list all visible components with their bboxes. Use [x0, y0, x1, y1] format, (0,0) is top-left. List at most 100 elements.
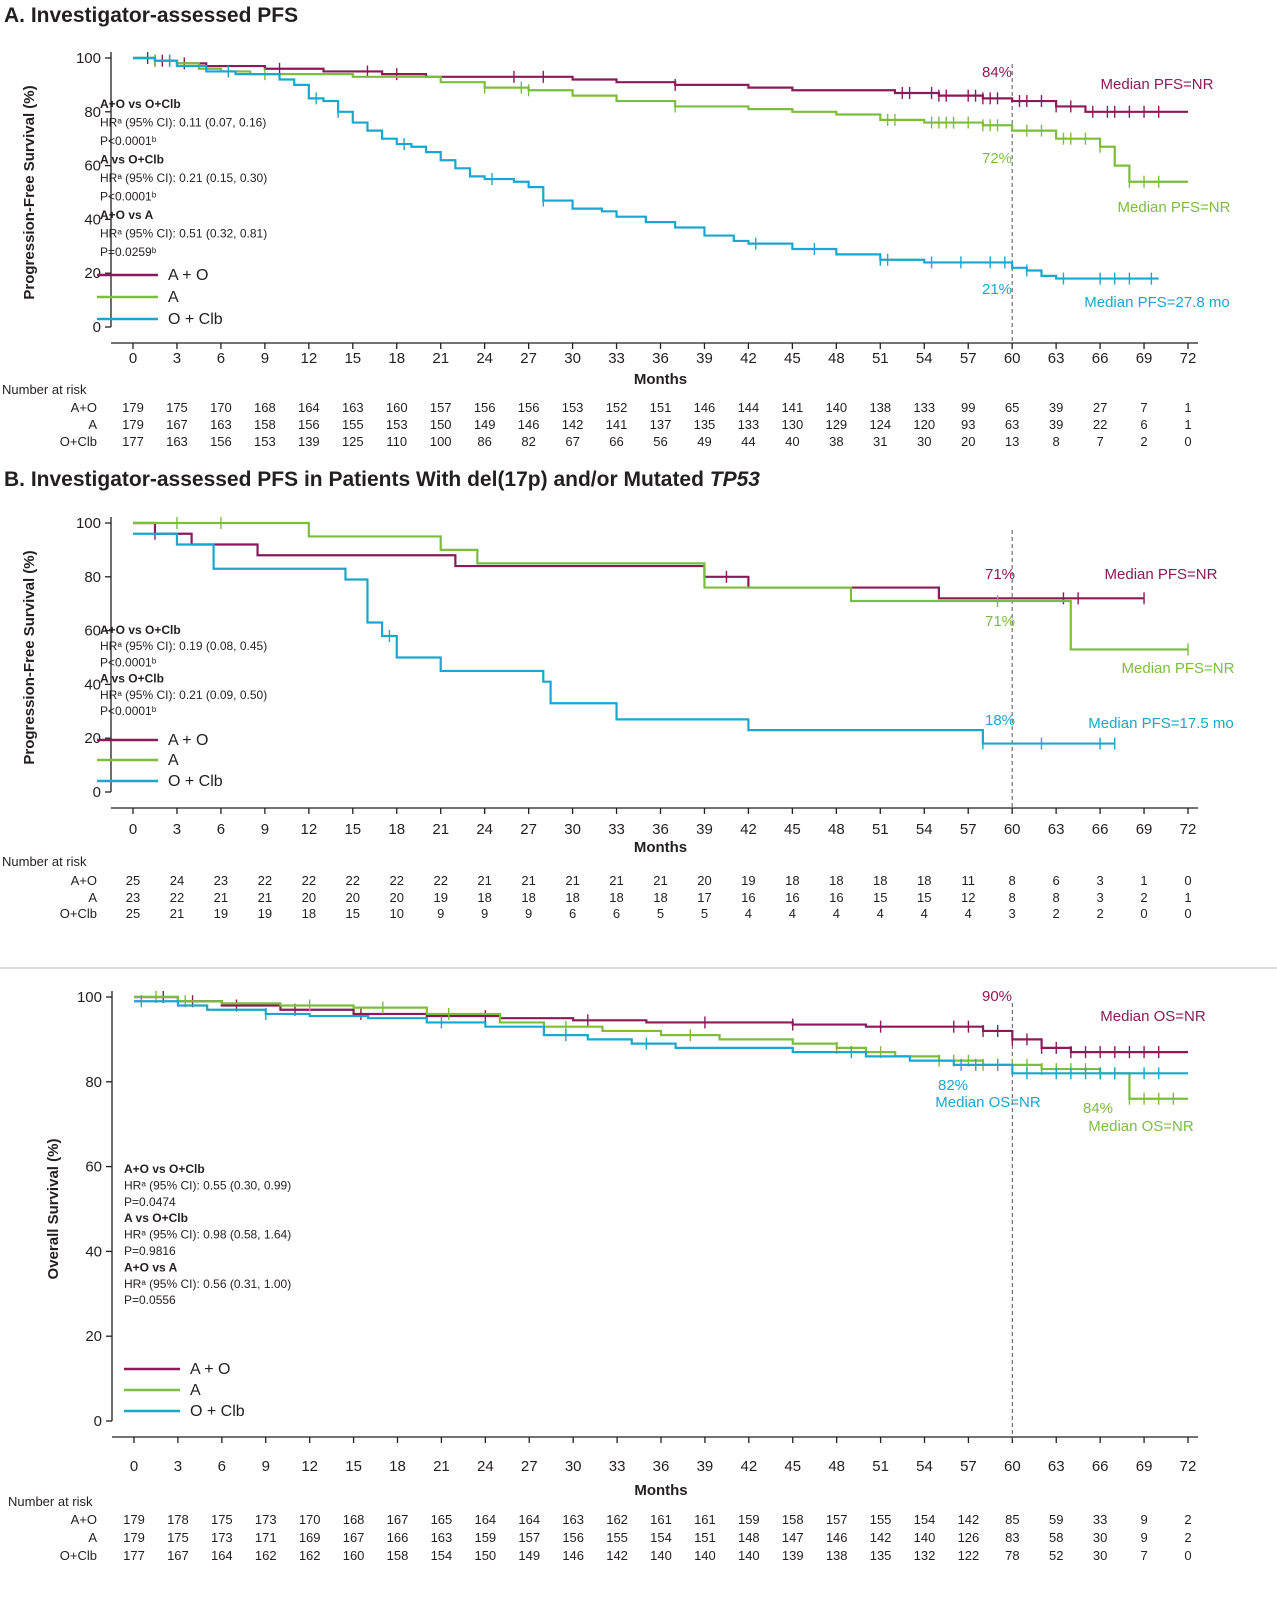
landmark-label-A: 72%: [982, 150, 1012, 167]
risk-cell: 150: [474, 1548, 496, 1563]
risk-cell: 78: [1005, 1548, 1019, 1563]
y-tick-label: 20: [84, 265, 101, 282]
km-curve-AO: [133, 56, 1188, 113]
risk-cell: 0: [1140, 906, 1147, 921]
x-tick-label: 33: [608, 350, 625, 367]
stat-value: P=0.0556: [124, 1293, 176, 1307]
risk-cell: 15: [917, 890, 931, 905]
risk-cell: 163: [210, 417, 232, 432]
risk-cell: 178: [167, 1512, 189, 1527]
risk-cell: 25: [126, 873, 140, 888]
x-tick-label: 42: [740, 821, 757, 838]
risk-cell: 2: [1140, 890, 1147, 905]
risk-cell: 3: [1009, 906, 1016, 921]
risk-cell: 153: [386, 417, 408, 432]
risk-cell: 137: [650, 417, 672, 432]
stat-value: P<0.0001ᵇ: [100, 655, 157, 669]
risk-cell: 22: [170, 890, 184, 905]
risk-cell: 52: [1049, 1548, 1063, 1563]
risk-cell: 3: [1096, 890, 1103, 905]
risk-cell: 22: [433, 873, 447, 888]
risk-cell: 13: [1005, 434, 1019, 449]
risk-cell: 3: [1096, 873, 1103, 888]
y-axis-label: Progression-Free Survival (%): [21, 85, 38, 299]
risk-cell: 157: [826, 1512, 848, 1527]
risk-cell: 135: [870, 1548, 892, 1563]
risk-cell: 20: [346, 890, 360, 905]
risk-cell: 154: [431, 1548, 453, 1563]
y-tick-label: 0: [94, 1413, 102, 1430]
risk-cell: 151: [650, 400, 672, 415]
x-tick-label: 66: [1092, 350, 1109, 367]
x-tick-label: 12: [300, 350, 317, 367]
y-tick-label: 80: [84, 104, 101, 121]
x-tick-label: 66: [1092, 1458, 1109, 1475]
risk-cell: 1: [1184, 417, 1191, 432]
risk-cell: 167: [387, 1512, 409, 1527]
risk-cell: 15: [346, 906, 360, 921]
risk-cell: 9: [1140, 1530, 1147, 1545]
risk-cell: 21: [170, 906, 184, 921]
risk-cell: 164: [211, 1548, 233, 1563]
risk-cell: 163: [562, 1512, 584, 1527]
landmark-label-OClb: 18%: [985, 712, 1015, 729]
stat-value: P<0.0001ᵇ: [100, 704, 157, 718]
risk-cell: 0: [1184, 906, 1191, 921]
risk-cell: 44: [741, 434, 755, 449]
risk-cell: 177: [122, 434, 144, 449]
y-tick-label: 60: [84, 623, 101, 640]
x-tick-label: 0: [129, 350, 137, 367]
km-curve-AO: [133, 521, 1145, 600]
risk-cell: 0: [1184, 1548, 1191, 1563]
km-curve-OClb: [133, 56, 1159, 280]
landmark-label-AO: 90%: [982, 988, 1012, 1005]
risk-cell: 165: [431, 1512, 453, 1527]
risk-cell: 141: [606, 417, 628, 432]
x-tick-label: 36: [652, 821, 669, 838]
risk-cell: 126: [958, 1530, 980, 1545]
risk-cell: 110: [386, 434, 407, 449]
risk-cell: 146: [562, 1548, 584, 1563]
y-tick-label: 100: [76, 50, 101, 67]
risk-cell: 133: [738, 417, 760, 432]
y-tick-label: 40: [84, 676, 101, 693]
legend-label-A: A: [168, 752, 179, 769]
risk-cell: 142: [606, 1548, 628, 1563]
risk-cell: 20: [302, 890, 316, 905]
x-tick-label: 54: [916, 350, 933, 367]
risk-cell: 21: [653, 873, 667, 888]
risk-cell: 5: [657, 906, 664, 921]
risk-cell: 6: [1140, 417, 1147, 432]
risk-cell: 159: [738, 1512, 760, 1527]
risk-cell: 10: [390, 906, 404, 921]
panel-title: B. Investigator-assessed PFS in Patients…: [4, 468, 760, 491]
risk-cell: 125: [342, 434, 364, 449]
risk-cell: 6: [569, 906, 576, 921]
x-tick-label: 66: [1092, 821, 1109, 838]
stat-comparison: A+O vs A: [124, 1260, 178, 1274]
risk-cell: 155: [342, 417, 364, 432]
x-tick-label: 48: [828, 821, 845, 838]
x-tick-label: 27: [520, 350, 537, 367]
risk-cell: 82: [521, 434, 535, 449]
risk-cell: 162: [299, 1548, 321, 1563]
risk-cell: 159: [474, 1530, 496, 1545]
risk-cell: 163: [431, 1530, 453, 1545]
risk-cell: 148: [738, 1530, 760, 1545]
risk-cell: 4: [789, 906, 796, 921]
median-label-OClb: Median PFS=27.8 mo: [1084, 294, 1230, 311]
x-tick-label: 0: [129, 821, 137, 838]
risk-cell: 160: [386, 400, 408, 415]
stat-value: HRᵃ (95% CI): 0.21 (0.09, 0.50): [100, 688, 267, 702]
risk-cell: 12: [961, 890, 975, 905]
x-tick-label: 39: [696, 821, 713, 838]
y-axis-label: Overall Survival (%): [45, 1139, 62, 1280]
risk-cell: 2: [1096, 906, 1103, 921]
risk-cell: 1: [1184, 400, 1191, 415]
risk-cell: 164: [474, 1512, 496, 1527]
x-tick-label: 21: [432, 350, 449, 367]
risk-cell: 93: [961, 417, 975, 432]
risk-cell: 11: [961, 873, 975, 888]
risk-cell: 158: [782, 1512, 804, 1527]
x-tick-label: 51: [872, 821, 889, 838]
